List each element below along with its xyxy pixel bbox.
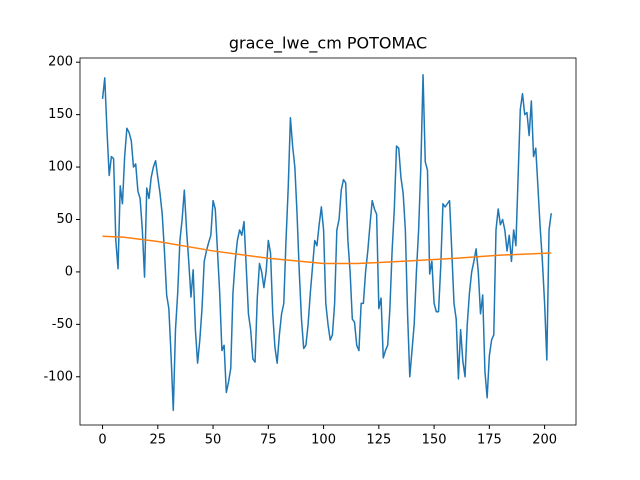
x-tick-label: 50	[205, 433, 222, 448]
x-tick-label: 25	[150, 433, 167, 448]
series-line	[102, 235, 552, 265]
x-tick-label: 75	[260, 433, 277, 448]
y-tick-label: 100	[48, 160, 73, 175]
plot-frame	[79, 57, 577, 426]
y-tick-label: 200	[48, 55, 73, 70]
x-tick-label: 200	[532, 433, 557, 448]
y-tick-label: -50	[52, 317, 73, 332]
y-tick-label: 0	[65, 264, 73, 279]
series-line	[101, 74, 552, 412]
y-tick-label: 50	[56, 212, 73, 227]
x-tick-label: 0	[98, 433, 106, 448]
y-tick-label: 150	[48, 107, 73, 122]
y-tick-label: -100	[43, 369, 73, 384]
x-tick-label: 125	[366, 433, 391, 448]
chart-title: grace_lwe_cm POTOMAC	[229, 34, 427, 54]
x-tick-label: 150	[422, 433, 447, 448]
x-tick-label: 100	[311, 433, 336, 448]
x-tick-label: 175	[477, 433, 502, 448]
